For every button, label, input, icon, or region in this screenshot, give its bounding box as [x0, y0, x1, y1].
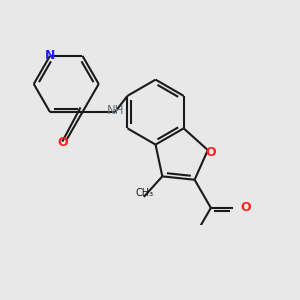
- Text: CH₃: CH₃: [136, 188, 154, 199]
- Text: O: O: [58, 136, 68, 149]
- Text: NH: NH: [107, 104, 124, 117]
- Text: N: N: [45, 50, 55, 62]
- Text: O: O: [205, 146, 216, 159]
- Text: O: O: [241, 201, 251, 214]
